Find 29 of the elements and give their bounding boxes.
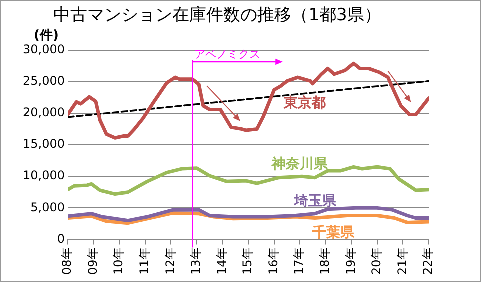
series-label: 神奈川県 [271,155,330,172]
x-tick-label: 09年 [86,248,100,276]
series-label: 東京都 [283,94,326,112]
x-tick-label: 21年 [395,248,410,276]
x-tick-label: 22年 [421,248,436,276]
y-tick-label: 10,000 [23,168,65,183]
y-tick-label: 25,000 [23,74,65,88]
series-label: 埼玉県 [294,194,338,210]
x-tick-label: 16年 [266,248,280,276]
y-tick-label: 15,000 [23,137,65,152]
y-tick-label: 20,000 [23,106,65,120]
x-tick-label: 08年 [60,248,74,276]
x-tick-label: 20年 [370,248,384,276]
y-tick-label: 30,000 [23,42,65,57]
x-tick-label: 10年 [112,248,126,276]
x-tick-label: 13年 [189,248,204,276]
y-tick-label: 0 [57,232,65,246]
x-tick-label: 15年 [240,248,255,276]
y-axis-title: (件) [34,28,59,44]
chart-title: 中古マンション在庫件数の推移（1都3県） [54,6,382,26]
series-label: 千葉県 [312,224,356,242]
x-tick-label: 17年 [292,248,306,276]
x-tick-label: 11年 [137,248,152,276]
x-tick-label: 18年 [318,248,332,276]
ref-line-label: アベノミクス [194,48,261,61]
x-tick-label: 19年 [344,248,358,276]
x-tick-label: 12年 [163,248,178,276]
y-tick-label: 5,000 [30,200,65,214]
x-tick-label: 14年 [214,248,229,276]
